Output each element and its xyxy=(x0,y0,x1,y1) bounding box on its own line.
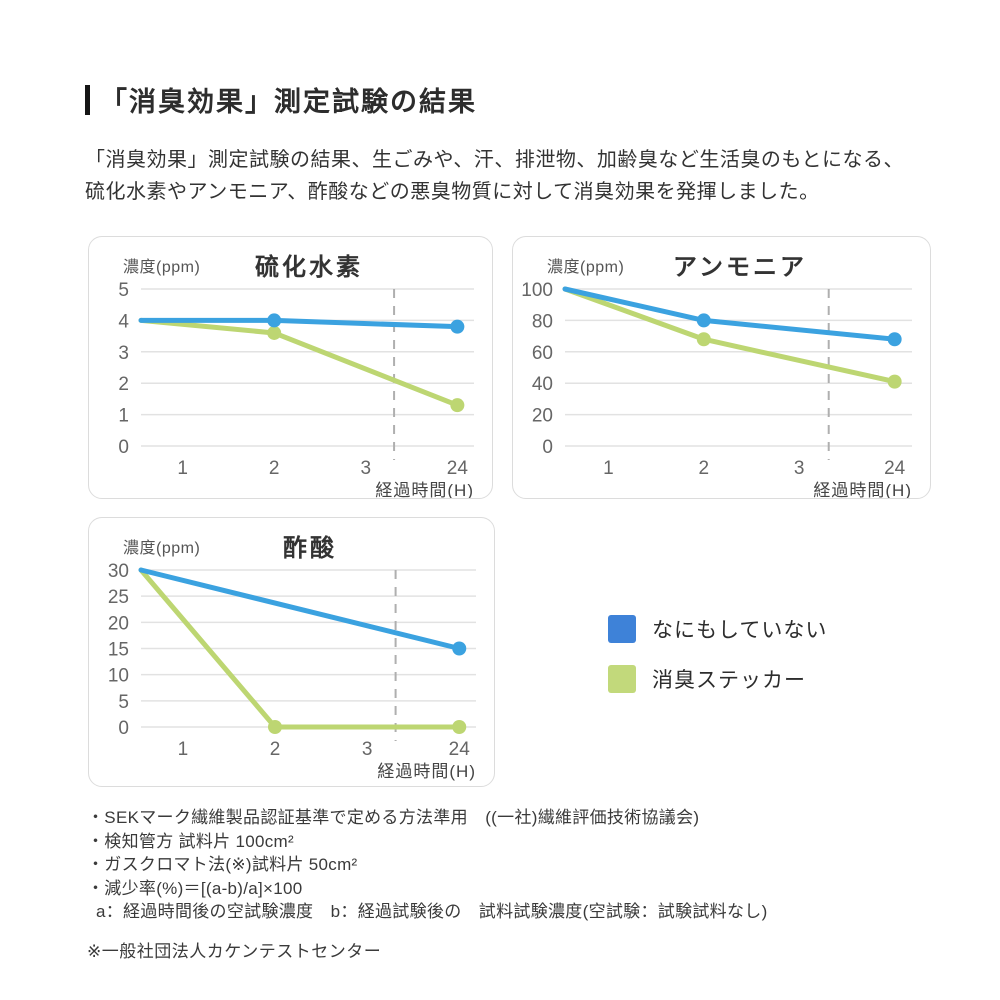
legend-swatch-green xyxy=(608,665,636,693)
svg-text:0: 0 xyxy=(118,718,129,739)
legend-swatch-blue xyxy=(608,615,636,643)
footnote-variables: a：経過時間後の空試験濃度 b：経過試験後の 試料試験濃度(空試験：試験試料なし… xyxy=(96,902,768,921)
svg-text:0: 0 xyxy=(542,437,553,458)
footnote-method: ・SEKマーク繊維製品認証基準で定める方法準用 ((一社)繊維評価技術協議会) xyxy=(87,808,700,827)
svg-text:3: 3 xyxy=(794,458,805,479)
svg-text:80: 80 xyxy=(532,311,553,332)
y-axis-unit-label: 濃度(ppm) xyxy=(547,259,625,276)
chart-canvas: 0 1 2 3 4 5 1 2 3 24 経過時間(H) xyxy=(118,280,474,498)
intro-line-2: 硫化水素やアンモニア、酢酸などの悪臭物質に対して消臭効果を発揮しました。 xyxy=(85,181,820,203)
footnotes-list: ・SEKマーク繊維製品認証基準で定める方法準用 ((一社)繊維評価技術協議会) … xyxy=(87,806,768,924)
svg-text:0: 0 xyxy=(118,437,129,458)
svg-text:経過時間(H): 経過時間(H) xyxy=(375,481,474,498)
chart-title-acetic-acid: 酢酸 xyxy=(283,535,337,562)
svg-text:4: 4 xyxy=(118,311,129,332)
chart-plot-hydrogen-sulfide: 0 1 2 3 4 5 1 2 3 24 経過時間(H) xyxy=(89,237,492,498)
svg-text:2: 2 xyxy=(118,374,129,395)
svg-text:1: 1 xyxy=(603,458,614,479)
chart-legend: なにもしていない 消臭ステッカー xyxy=(608,614,827,694)
intro-paragraph: 「消臭効果」測定試験の結果、生ごみや、汗、排泄物、加齢臭など生活臭のもとになる、… xyxy=(85,144,904,208)
svg-text:100: 100 xyxy=(521,280,553,301)
footnote-detector-tube: ・検知管方 試料片 100cm² xyxy=(87,831,294,851)
svg-text:5: 5 xyxy=(118,280,129,301)
page-title: 「消臭効果」測定試験の結果 xyxy=(100,87,477,117)
chart-panel-ammonia: 0 20 40 60 80 100 1 2 3 24 経過時間(H) 濃度(ppm) アンモニア xyxy=(512,236,931,499)
svg-text:2: 2 xyxy=(270,739,281,760)
svg-text:1: 1 xyxy=(177,458,188,479)
svg-text:1: 1 xyxy=(118,406,129,427)
svg-text:20: 20 xyxy=(532,406,553,427)
svg-text:30: 30 xyxy=(108,561,129,582)
svg-text:10: 10 xyxy=(108,666,129,687)
legend-item-untreated: なにもしていない xyxy=(608,614,827,644)
svg-text:24: 24 xyxy=(449,739,471,760)
footnote-reduction-formula: ・減少率(%)＝[(a-b)/a]×100 xyxy=(87,878,303,898)
y-axis-unit-label: 濃度(ppm) xyxy=(123,259,201,276)
svg-text:25: 25 xyxy=(108,587,129,608)
svg-text:15: 15 xyxy=(108,640,129,661)
y-axis-unit-label: 濃度(ppm) xyxy=(123,540,201,557)
svg-text:1: 1 xyxy=(178,739,189,760)
svg-text:20: 20 xyxy=(108,613,129,634)
legend-label-untreated: なにもしていない xyxy=(652,619,828,642)
chart-title-hydrogen-sulfide: 硫化水素 xyxy=(255,254,363,281)
asterisk-note: ※一般社団法人カケンテストセンター xyxy=(87,942,382,961)
svg-text:24: 24 xyxy=(884,458,906,479)
page-header: 「消臭効果」測定試験の結果 xyxy=(85,80,477,119)
chart-canvas: 0 20 40 60 80 100 1 2 3 24 経過時間(H) xyxy=(521,280,912,498)
svg-text:経過時間(H): 経過時間(H) xyxy=(377,762,476,781)
svg-text:3: 3 xyxy=(362,739,373,760)
svg-text:60: 60 xyxy=(532,343,553,364)
svg-text:2: 2 xyxy=(699,458,710,479)
svg-text:40: 40 xyxy=(532,374,553,395)
chart-canvas: 0 5 10 15 20 25 30 1 2 3 24 経過時間(H) xyxy=(108,561,476,781)
svg-text:3: 3 xyxy=(118,343,129,364)
intro-line-1: 「消臭効果」測定試験の結果、生ごみや、汗、排泄物、加齢臭など生活臭のもとになる、 xyxy=(85,149,904,171)
footnote-gas-chromatography: ・ガスクロマト法(※)試料片 50cm² xyxy=(87,855,358,874)
legend-item-deodorant-sticker: 消臭ステッカー xyxy=(608,664,827,694)
svg-text:経過時間(H): 経過時間(H) xyxy=(813,481,912,498)
svg-text:3: 3 xyxy=(360,458,371,479)
svg-text:2: 2 xyxy=(269,458,280,479)
svg-text:24: 24 xyxy=(447,458,469,479)
chart-plot-ammonia: 0 20 40 60 80 100 1 2 3 24 経過時間(H) xyxy=(513,237,930,498)
svg-text:5: 5 xyxy=(118,692,129,713)
chart-panel-hydrogen-sulfide: 0 1 2 3 4 5 1 2 3 24 経過時間(H) 濃度(ppm) 硫化水素 xyxy=(88,236,493,499)
title-accent-bar xyxy=(85,84,90,115)
legend-label-deodorant-sticker: 消臭ステッカー xyxy=(652,669,806,692)
chart-title-ammonia: アンモニア xyxy=(672,254,808,281)
chart-plot-acetic-acid: 0 5 10 15 20 25 30 1 2 3 24 経過時間(H) xyxy=(89,518,494,786)
chart-panel-acetic-acid: 0 5 10 15 20 25 30 1 2 3 24 経過時間(H) 濃度(ppm) 酢酸 xyxy=(88,517,495,787)
